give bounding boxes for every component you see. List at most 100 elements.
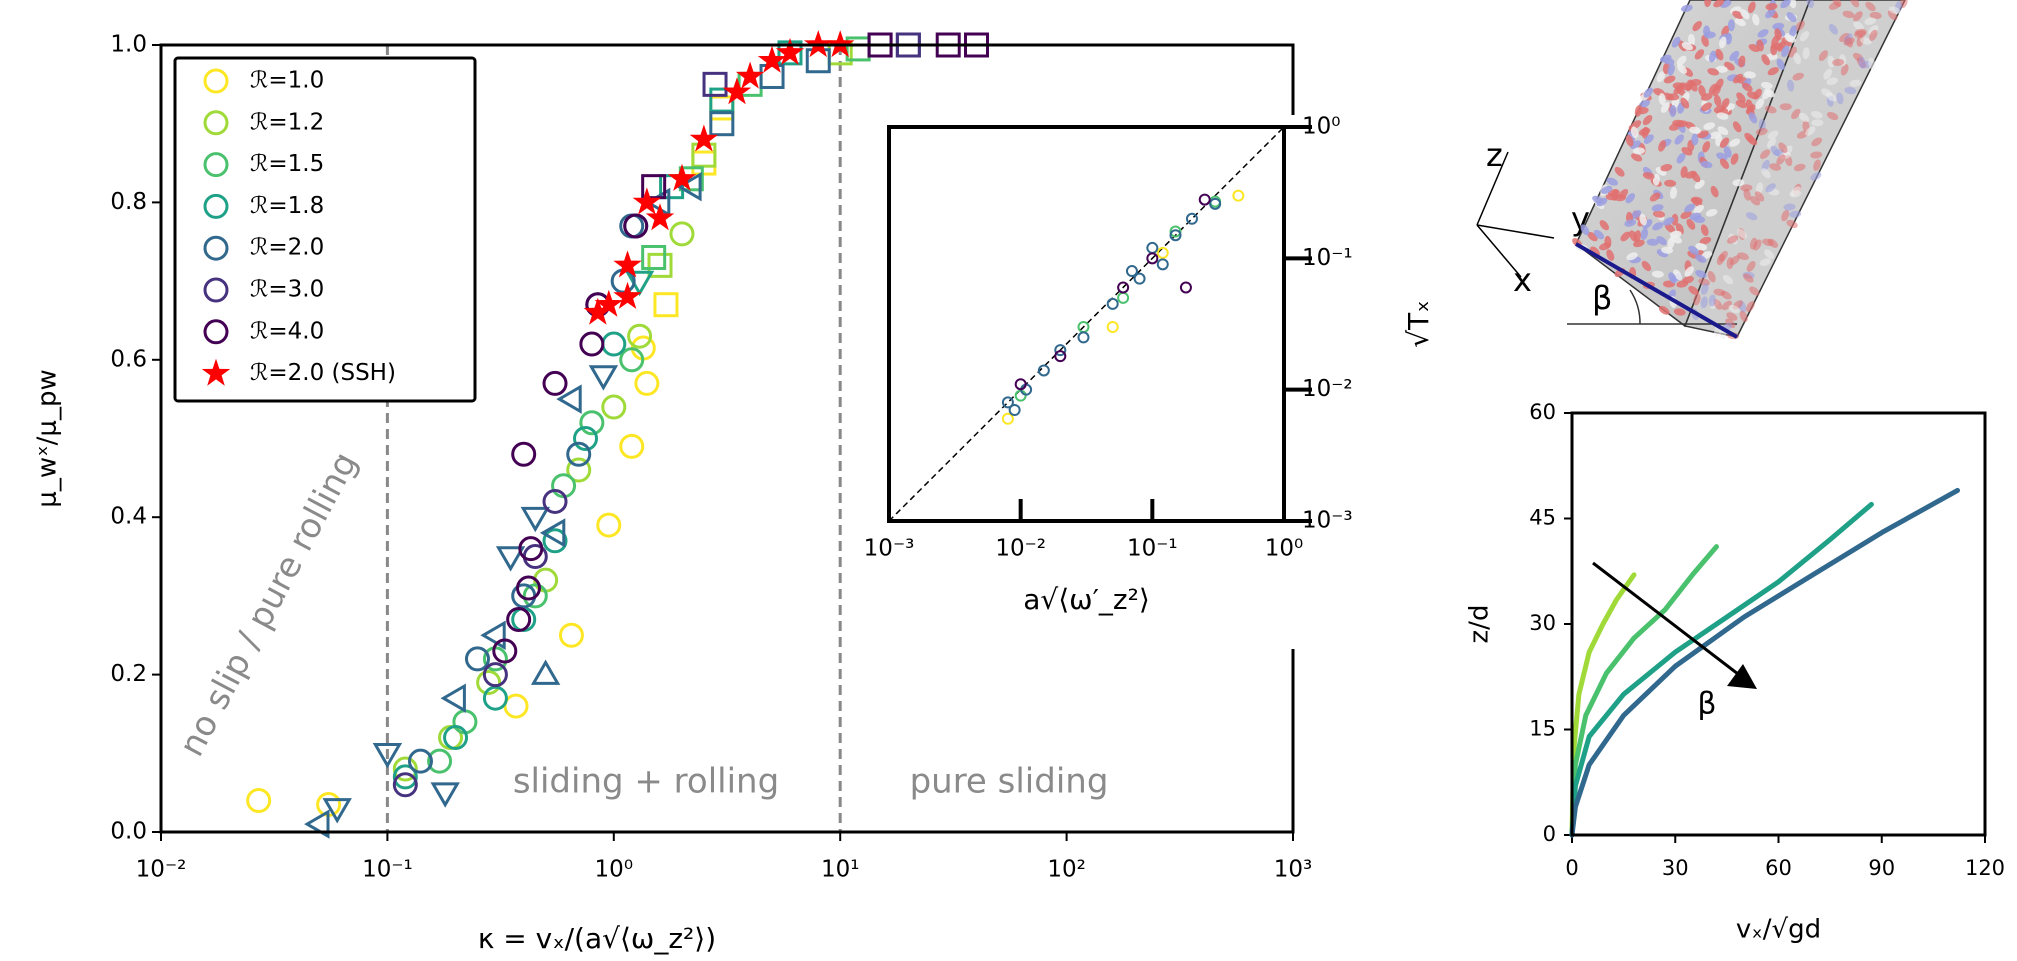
marker: [392, 772, 418, 798]
particle: [1671, 36, 1681, 48]
y-tick-label: 10⁻¹: [1302, 245, 1353, 271]
y-tick-label: 10⁻³: [1302, 508, 1353, 534]
marker: [1054, 344, 1067, 357]
y-tick-label: 60: [1529, 400, 1556, 424]
particle: [1757, 29, 1769, 38]
marker: [601, 331, 627, 357]
particle: [1789, 210, 1802, 218]
marker: [476, 669, 502, 695]
particle: [1700, 224, 1709, 236]
annotation: β: [1697, 687, 1716, 722]
annotation: no slip / pure rolling: [172, 446, 366, 763]
particle: [1828, 1, 1841, 10]
particle: [1677, 63, 1687, 74]
particle: [1680, 4, 1693, 12]
marker: [1125, 265, 1138, 278]
particle: [1722, 275, 1734, 285]
particle: [1669, 186, 1678, 199]
particle: [1599, 220, 1609, 231]
marker: [653, 292, 679, 318]
particle: [1701, 283, 1709, 295]
marker: [735, 61, 765, 89]
particle: [1748, 112, 1758, 124]
particle: [1755, 128, 1768, 136]
marker: [530, 659, 561, 685]
particle: [1854, 28, 1867, 36]
particle: [1741, 82, 1753, 92]
particle: [1813, 159, 1821, 172]
y-tick-label: 45: [1529, 506, 1556, 530]
y-tick-label: 15: [1529, 717, 1556, 741]
x-tick-label: 10⁻¹: [1127, 536, 1178, 562]
particle: [1781, 45, 1790, 57]
particle: [1651, 204, 1664, 212]
particle: [1767, 130, 1779, 140]
marker: [573, 426, 599, 451]
marker: [482, 662, 508, 688]
particle: [1729, 138, 1741, 147]
particle: [1713, 0, 1725, 8]
particle: [1793, 52, 1801, 65]
marker: [1156, 258, 1169, 271]
x-axis-label: κ = vₓ/(a√⟨ω_z²⟩): [478, 922, 716, 955]
inset-background: [877, 115, 1392, 649]
particle: [1764, 249, 1775, 260]
marker: [613, 250, 642, 278]
particle: [1649, 192, 1661, 202]
marker: [503, 693, 529, 719]
particle: [1767, 238, 1779, 248]
annotation: sliding + rolling: [513, 762, 779, 802]
particle: [1709, 131, 1722, 139]
marker: [1169, 225, 1182, 238]
particle: [1849, 79, 1862, 87]
y-tick-label: 0.6: [110, 346, 147, 372]
particle: [1708, 294, 1716, 307]
particle: [1703, 122, 1716, 130]
marker: [522, 583, 548, 609]
particle: [1663, 217, 1675, 226]
particle: [1663, 75, 1676, 84]
particle: [1723, 146, 1732, 158]
x-tick-label: 10¹: [821, 857, 860, 883]
particle: [1869, 11, 1882, 20]
marker: [495, 546, 526, 572]
particle: [1688, 245, 1699, 255]
marker: [1106, 321, 1119, 334]
particle: [1691, 133, 1699, 146]
x-tick-label: 10⁻²: [995, 536, 1046, 562]
particle: [1658, 93, 1666, 106]
particle: [1749, 286, 1760, 296]
particle: [1864, 17, 1877, 25]
marker: [676, 171, 702, 202]
particle: [1784, 34, 1796, 43]
particle: [1799, 30, 1810, 42]
particle: [1695, 270, 1707, 278]
particle: [1735, 100, 1748, 109]
particle: [1580, 224, 1590, 236]
angle-label: β: [1592, 279, 1612, 317]
particle: [1746, 301, 1755, 312]
marker: [1037, 364, 1050, 377]
marker: [1209, 197, 1222, 210]
x-tick-label: 10⁻¹: [362, 857, 413, 883]
particle: [1693, 293, 1701, 306]
marker: [1169, 229, 1182, 242]
marker: [542, 528, 568, 554]
particle: [1746, 212, 1758, 221]
particle: [1756, 39, 1764, 52]
marker: [203, 319, 229, 345]
particle: [1786, 12, 1797, 23]
profile-line: [1569, 487, 1960, 838]
marker: [805, 48, 831, 74]
particle: [1676, 55, 1687, 66]
marker: [566, 457, 592, 483]
particle: [1685, 170, 1697, 179]
particle: [1842, 10, 1855, 19]
particle: [1698, 85, 1706, 97]
particle: [1900, 0, 1908, 8]
legend-label: ℛ=1.8: [250, 193, 324, 219]
particle: [1701, 102, 1712, 112]
axis-label-x: x: [1513, 261, 1532, 299]
marker: [647, 252, 673, 278]
